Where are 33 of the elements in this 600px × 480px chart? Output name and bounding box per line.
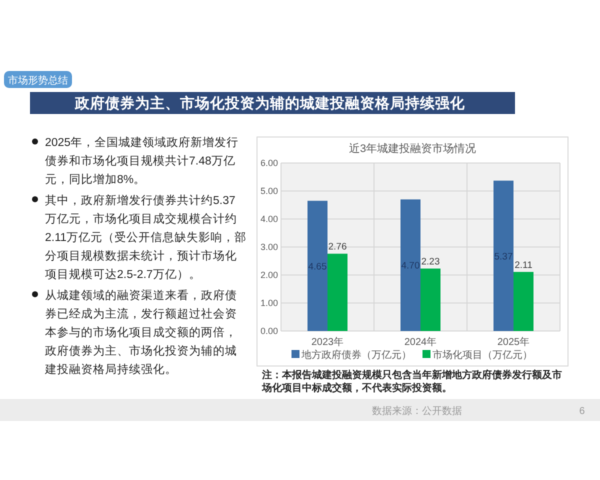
y-tick-label: 5.00	[260, 186, 278, 196]
legend-label: 地方政府债券（万亿元）	[300, 349, 412, 361]
y-tick-label: 0.00	[260, 326, 278, 336]
text: 其中，政府新增发行债券共计约5.37万亿元，市场化项目成交规模合计约2.11万亿元（受公开信息缺失影响，部分项目规模数据未统计，预计市场化项目规模可达2.5-2.7万亿）。	[45, 192, 247, 282]
data-label: 2.23	[421, 256, 440, 268]
x-tick-label: 2023年	[311, 336, 344, 348]
y-tick-label: 1.00	[260, 298, 278, 308]
text: 市场形势总结	[8, 74, 68, 86]
y-tick-label: 2.00	[260, 270, 278, 280]
data-label: 2.76	[328, 242, 347, 253]
data-label: 4.70	[401, 260, 420, 272]
text: 2025年，全国城建领域政府新增发行债券和市场化项目规模共计7.48万亿元，同比增加8%。	[45, 135, 239, 186]
text: 注：本报告城建投融资规模只包含当年新增地方政府债券发行额及市场化项目中标成交额，不代表实际投资额。	[261, 369, 562, 394]
bar	[420, 268, 440, 331]
bar	[328, 254, 348, 331]
legend-label: 市场化项目（万亿元）	[432, 349, 532, 361]
y-tick-label: 4.00	[260, 214, 278, 224]
y-tick-label: 6.00	[260, 158, 278, 168]
text: 6	[579, 406, 586, 417]
source-note: 数据来源：公开数据	[372, 405, 462, 417]
text: 从城建领域的融资渠道来看，政府债券已经成为主流，发行额超过社会资本参与的市场化项目成交额的两倍，政府债券为主、市场化投资为辅的城建投融资格局持续强化。	[44, 288, 237, 376]
x-tick-label: 2024年	[404, 336, 437, 348]
bar	[514, 272, 534, 331]
chart-title: 近3年城建投融资市场情况	[348, 142, 476, 155]
x-tick-label: 2025年	[497, 336, 530, 348]
data-label: 4.65	[308, 261, 327, 272]
data-label: 5.37	[494, 251, 513, 262]
bar	[308, 200, 328, 331]
bar	[400, 199, 420, 331]
bar	[494, 180, 514, 331]
text: 政府债券为主、市场化投资为辅的城建投融资格局持续强化	[74, 94, 466, 112]
y-tick-label: 3.00	[260, 242, 278, 252]
data-label: 2.11	[514, 260, 532, 271]
